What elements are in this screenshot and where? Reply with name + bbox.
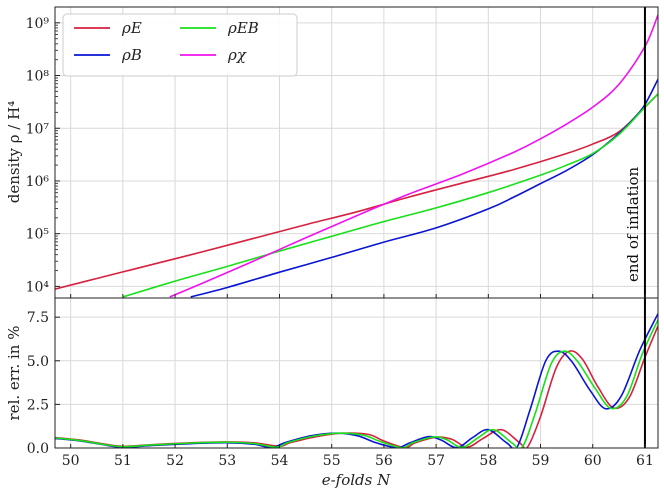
top-y-tick-label: 10⁹ — [26, 16, 50, 32]
x-tick-label: 57 — [427, 453, 445, 469]
legend-box — [62, 13, 298, 77]
end-of-inflation-annotation: end of inflation — [624, 166, 642, 282]
x-tick-label: 52 — [166, 453, 184, 469]
bottom-panel-ticks: 50 51 52 53 54 55 56 57 58 59 60 61 0.0 2.5 5.0 7.5 — [27, 310, 654, 469]
legend-label-0: ρE — [121, 19, 142, 37]
bottom-y-tick-label: 2.5 — [27, 397, 49, 413]
x-tick-label: 60 — [584, 453, 602, 469]
x-tick-label: 55 — [323, 453, 341, 469]
x-tick-label: 53 — [218, 453, 236, 469]
top-panel-ticks: 10⁴ 10⁵ 10⁶ 10⁷ 10⁸ 10⁹ — [26, 16, 646, 298]
bottom-series-line-0 — [55, 325, 658, 448]
x-tick-label: 56 — [375, 453, 393, 469]
bottom-y-tick-label: 5.0 — [27, 354, 49, 370]
top-y-tick-label: 10⁷ — [26, 121, 50, 137]
top-y-tick-label: 10⁴ — [26, 279, 50, 295]
x-tick-label: 61 — [636, 453, 654, 469]
x-axis-label: e-folds N — [322, 471, 391, 489]
top-series-line-3 — [169, 14, 658, 298]
bottom-panel-grid — [55, 298, 658, 449]
x-tick-label: 51 — [114, 453, 132, 469]
bottom-y-tick-label: 0.0 — [27, 441, 49, 457]
bottom-y-axis-label: rel. err. in % — [5, 326, 23, 421]
legend-label-3: ρχ — [227, 46, 247, 64]
bottom-y-tick-label: 7.5 — [27, 310, 49, 326]
bottom-panel-frame — [54, 297, 659, 449]
bottom-panel-series — [55, 313, 658, 448]
top-y-tick-label: 10⁵ — [26, 227, 50, 243]
top-y-axis-label: density ρ / H⁴ — [5, 101, 23, 203]
top-y-tick-label: 10⁸ — [26, 69, 50, 85]
x-tick-label: 58 — [479, 453, 497, 469]
x-tick-label: 50 — [62, 453, 80, 469]
legend-label-2: ρEB — [227, 19, 259, 37]
bottom-series-line-2 — [55, 319, 658, 448]
legend: ρE ρB ρEB ρχ — [62, 13, 298, 77]
top-series-line-2 — [122, 93, 658, 298]
x-tick-label: 59 — [532, 453, 550, 469]
top-y-tick-label: 10⁶ — [26, 174, 50, 190]
bottom-series-line-1 — [55, 313, 658, 448]
legend-label-1: ρB — [121, 46, 142, 64]
top-series-line-0 — [55, 93, 658, 290]
top-panel-series — [55, 14, 658, 298]
x-tick-label: 54 — [271, 453, 289, 469]
